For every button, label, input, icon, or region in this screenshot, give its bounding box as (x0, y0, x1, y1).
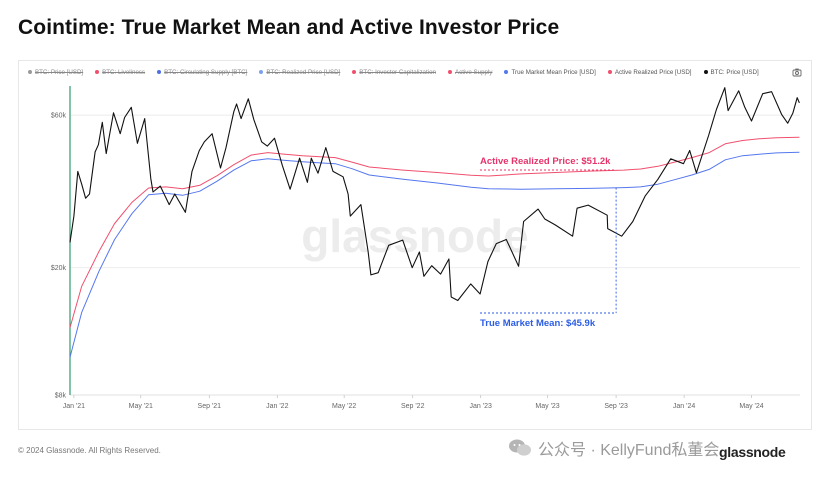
x-tick-label: May '24 (739, 403, 763, 410)
series-line-btc-price (69, 87, 800, 302)
x-tick-label: Sep '23 (604, 403, 628, 410)
legend-label: BTC: Liveliness (102, 68, 146, 76)
legend-item[interactable]: Active Realized Price [USD] (607, 68, 692, 76)
wechat-text: 公众号 · KellyFund私董会 (538, 442, 720, 459)
chart-legend: BTC: Price [USD] BTC: Liveliness BTC: Circ… (28, 66, 759, 78)
legend-dot (259, 70, 264, 74)
legend-dot (703, 70, 708, 74)
legend-dot (28, 70, 32, 74)
legend-item[interactable]: BTC: Liveliness (95, 69, 145, 76)
legend-dot (352, 70, 357, 74)
legend-label: True Market Mean Price [USD] (511, 68, 596, 76)
legend-dot (157, 70, 162, 74)
x-tick-label: Jan '24 (673, 403, 695, 410)
chart-panel (18, 60, 812, 430)
legend-item[interactable]: Active Supply (447, 68, 493, 76)
x-tick-label: May '21 (129, 403, 153, 410)
x-tick-label: Jan '21 (63, 403, 85, 410)
legend-item[interactable]: BTC: Circulating Supply [BTC] (157, 69, 247, 76)
legend-label: BTC: Realized Price [USD] (266, 68, 341, 76)
x-tick-label: Sep '21 (198, 403, 222, 410)
y-tick-label: $20k (51, 265, 67, 272)
legend-item[interactable]: True Market Mean Price [USD] (504, 68, 596, 76)
annotation-mean-label: True Market Mean: $45.9k (480, 318, 596, 329)
legend-item[interactable]: BTC: Price [USD] (703, 68, 759, 76)
legend-item[interactable]: BTC: Realized Price [USD] (259, 69, 340, 76)
wechat-watermark: 公众号 · KellyFund私董会 (508, 436, 719, 460)
page-title: Cointime: True Market Mean and Active In… (18, 16, 560, 39)
x-tick-label: May '22 (332, 403, 356, 410)
copyright-footer: © 2024 Glassnode. All Rights Reserved. (18, 446, 161, 455)
watermark-text: glassnode (301, 210, 529, 262)
legend-label: BTC: Circulating Supply [BTC] (164, 68, 248, 76)
legend-dot (95, 70, 100, 74)
legend-item[interactable]: BTC: Investor Capitalization (352, 69, 436, 76)
x-tick-label: May '23 (535, 403, 559, 410)
x-tick-label: Sep '22 (401, 403, 425, 410)
legend-item[interactable]: BTC: Price [USD] (28, 69, 83, 76)
x-tick-label: Jan '23 (470, 403, 492, 410)
brand-logo: glassnode (719, 444, 786, 460)
legend-dot (504, 70, 509, 74)
legend-label: BTC: Price [USD] (35, 68, 84, 76)
x-tick-label: Jan '22 (266, 403, 288, 410)
y-tick-label: $8k (55, 393, 67, 400)
legend-label: Active Supply (454, 68, 493, 76)
legend-dot (607, 70, 612, 74)
series-line-true-market-mean (69, 151, 800, 358)
y-tick-label: $60k (51, 113, 67, 120)
camera-icon[interactable] (792, 67, 802, 77)
legend-label: BTC: Price [USD] (710, 68, 759, 76)
legend-label: BTC: Investor Capitalization (359, 68, 436, 76)
legend-dot (447, 70, 452, 74)
annotation-realized-label: Active Realized Price: $51.2k (480, 156, 611, 167)
wechat-icon (509, 439, 531, 456)
legend-label: Active Realized Price [USD] (614, 68, 692, 76)
